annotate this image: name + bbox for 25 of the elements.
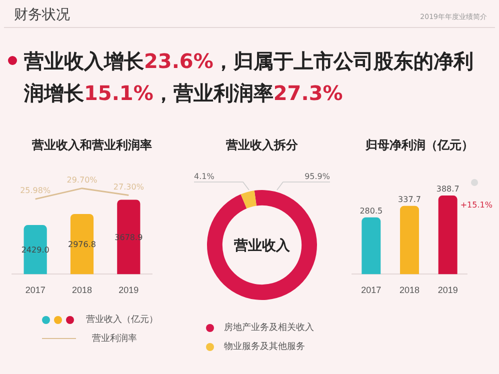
text: 财务状况 [14, 6, 70, 24]
annotation: +15.1% [460, 200, 493, 210]
chart-title: 营业收入和营业利润率 [31, 137, 153, 154]
x-tick-label: 2019 [118, 285, 139, 296]
data-label: 95.9% [304, 172, 330, 181]
x-tick-label: 2019 [438, 285, 458, 296]
legend-label: 营业收入（亿元） [86, 314, 158, 326]
chart-title: 营业收入拆分 [225, 137, 299, 154]
legend-label: 营业利润率 [92, 332, 137, 345]
data-label: 25.98% [20, 186, 51, 196]
data-label: 27.30% [113, 182, 144, 192]
data-label: 337.7 [398, 194, 421, 204]
legend-label: 物业服务及其他服务 [224, 340, 305, 353]
data-label: 4.1% [194, 172, 215, 181]
x-tick-label: 2018 [399, 285, 420, 296]
data-label: 29.70% [66, 175, 98, 184]
data-label: 280.5 [360, 206, 383, 216]
data-label: 388.7 [436, 184, 460, 194]
x-tick-label: 2017 [25, 285, 46, 296]
x-tick-label: 2018 [72, 285, 92, 296]
text: 营业收入 [233, 238, 291, 254]
x-tick-label: 2017 [361, 285, 382, 296]
legend-label: 房地产业务及相关收入 [224, 322, 314, 334]
chart-title: 归母净利润（亿元） [364, 137, 474, 154]
chart-title: 营业收入增长23.6%，归属于上市公司股东的净利润增长15.1%，营业利润率27.3% [24, 49, 474, 105]
